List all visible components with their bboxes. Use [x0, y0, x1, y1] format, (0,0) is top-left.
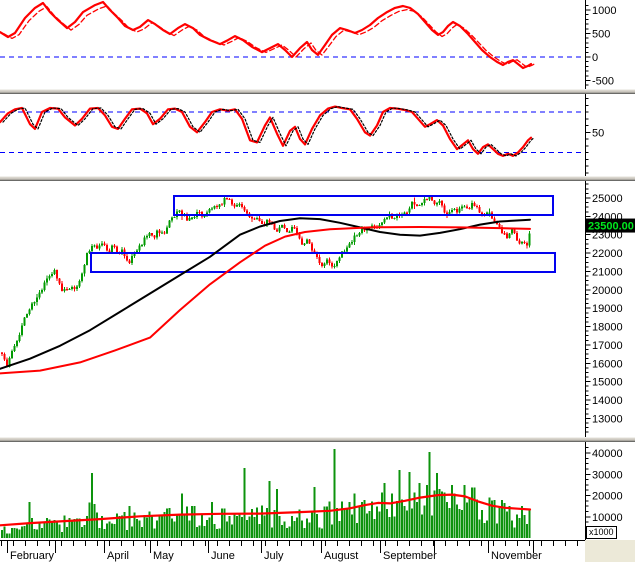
- y-axis-label: 30000: [592, 469, 623, 481]
- y-axis-label: 19000: [592, 303, 623, 315]
- y-axis-label: 13000: [592, 413, 623, 425]
- volume-multiplier-label: x1000: [586, 526, 617, 539]
- y-axis: [586, 94, 591, 176]
- ma-slow-red: [0, 227, 530, 373]
- y-axis-label: 14000: [592, 395, 623, 407]
- month-label: April: [107, 550, 129, 562]
- time-axis-ticks: February April May June July August September N…: [0, 541, 585, 563]
- y-axis-label: 1000: [592, 5, 616, 17]
- y-axis-label: 16000: [592, 358, 623, 370]
- y-axis-label: 15000: [592, 377, 623, 389]
- candlesticks: [1, 195, 531, 367]
- month-label: June: [211, 550, 235, 562]
- y-axis-label: 500: [592, 29, 610, 41]
- y-axis-label: 20000: [592, 285, 623, 297]
- y-axis-label: 17000: [592, 340, 623, 352]
- volume-bars: [1, 449, 531, 538]
- time-axis: February April May June July August September N…: [0, 540, 585, 563]
- y-axis-label: 40000: [592, 448, 623, 460]
- stochastic-panel[interactable]: 50: [0, 94, 635, 176]
- ma-fast-black: [0, 218, 530, 369]
- y-axis-label: 22000: [592, 248, 623, 260]
- support-zone: [91, 253, 555, 272]
- month-label: July: [264, 550, 284, 562]
- macd-line: [0, 2, 531, 68]
- price-panel[interactable]: 2500024000230002200021000200001900018000…: [0, 181, 635, 437]
- y-axis-label: 25000: [592, 193, 623, 205]
- macd-panel[interactable]: 1000 500 0 -500: [0, 0, 635, 89]
- month-label: August: [324, 550, 358, 562]
- macd-signal-line: [4, 6, 535, 67]
- month-label: May: [153, 550, 174, 562]
- y-axis-label: -500: [592, 76, 614, 88]
- y-axis-label: 21000: [592, 266, 623, 278]
- y-axis-label: 18000: [592, 322, 623, 334]
- resistance-zone: [174, 196, 553, 215]
- month-label: February: [10, 550, 55, 562]
- y-axis: [586, 0, 591, 89]
- y-axis-label: 50: [592, 127, 604, 139]
- month-label: September: [383, 550, 437, 562]
- last-price-tag-text: 23500.00: [588, 221, 634, 233]
- y-axis-label: 10000: [592, 512, 623, 524]
- y-axis-label: 0: [592, 52, 598, 64]
- stoch-shadow-line: [3, 107, 534, 156]
- axis-corner: [585, 540, 635, 562]
- volume-panel[interactable]: 40000 30000 20000 10000: [0, 442, 635, 540]
- y-axis-label: 20000: [592, 491, 623, 503]
- month-label: November: [491, 550, 542, 562]
